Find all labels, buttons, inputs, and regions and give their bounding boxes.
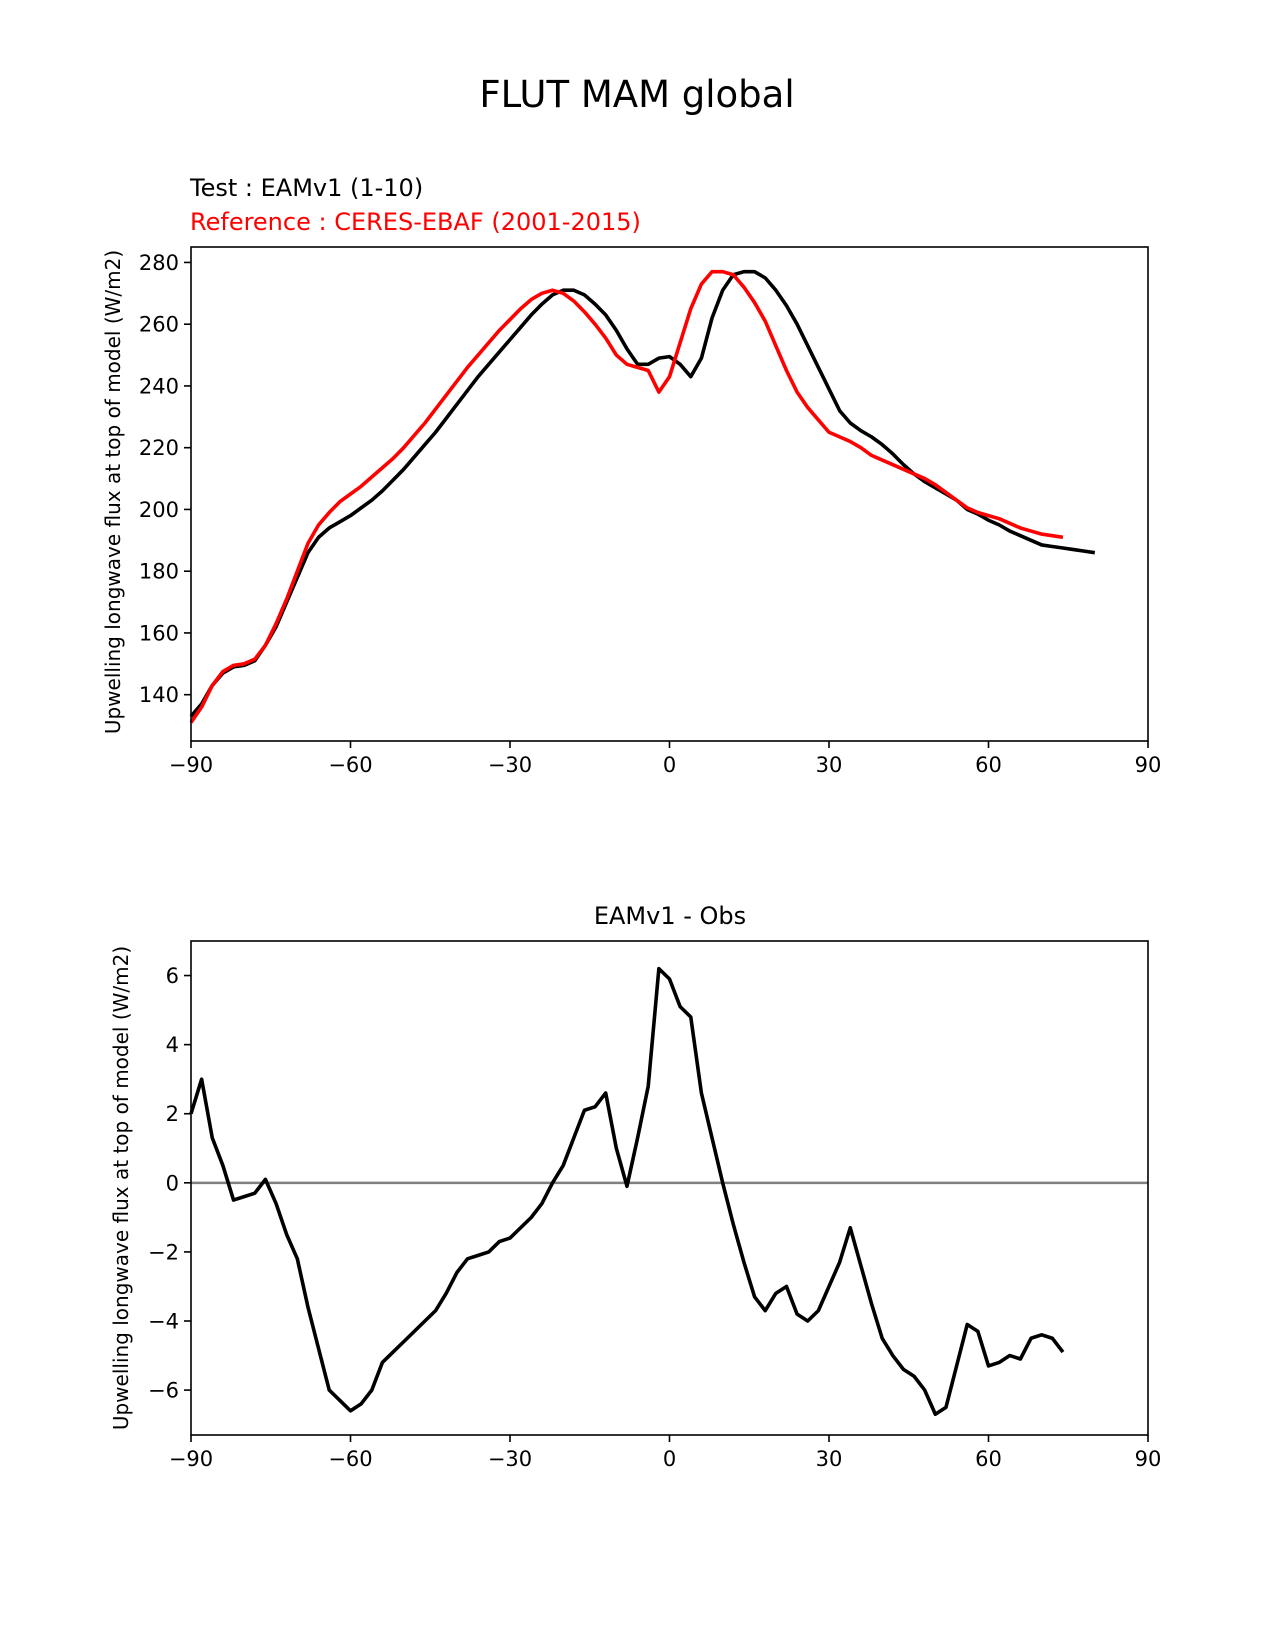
top-xtick-label: 60 — [975, 753, 1002, 777]
top-ytick-label: 180 — [139, 560, 179, 584]
bottom-xtick-label: 0 — [663, 1447, 676, 1471]
top-chart: Test : EAMv1 (1-10) Reference : CERES-EB… — [101, 174, 1161, 777]
difference-chart: EAMv1 - Obs Upwelling longwave flux at t… — [109, 902, 1161, 1471]
difference-title: EAMv1 - Obs — [594, 902, 746, 930]
top-ytick-label: 260 — [139, 313, 179, 337]
figure-title: FLUT MAM global — [479, 73, 794, 116]
bottom-xtick-label: −90 — [169, 1447, 213, 1471]
top-xtick-label: −60 — [328, 753, 372, 777]
bottom-ytick-label: 0 — [166, 1171, 179, 1195]
bottom-ytick-label: 4 — [166, 1033, 179, 1057]
top-ytick-label: 280 — [139, 251, 179, 275]
bottom-ytick-label: −4 — [148, 1310, 179, 1334]
bottom-xtick-label: 60 — [975, 1447, 1002, 1471]
bottom-xtick-label: 30 — [816, 1447, 843, 1471]
bottom-series-test-line — [189, 966, 1065, 1417]
top-xtick-label: 90 — [1135, 753, 1162, 777]
top-axes-frame — [190, 246, 1149, 742]
bottom-ytick-label: 6 — [166, 964, 179, 988]
reference-title: Reference : CERES-EBAF (2001-2015) — [190, 208, 641, 236]
top-xtick-label: 0 — [663, 753, 676, 777]
bottom-xtick-label: −30 — [488, 1447, 532, 1471]
bottom-ytick-label: −2 — [148, 1240, 179, 1264]
top-ylabel: Upwelling longwave flux at top of model … — [101, 250, 125, 734]
top-ytick-label: 160 — [139, 621, 179, 645]
bottom-xtick-label: 90 — [1135, 1447, 1162, 1471]
top-series-test-line — [189, 269, 1096, 718]
bottom-ylabel: Upwelling longwave flux at top of model … — [109, 946, 133, 1430]
top-ytick-label: 240 — [139, 374, 179, 398]
top-ytick-label: 220 — [139, 436, 179, 460]
top-ytick-label: 140 — [139, 683, 179, 707]
top-series-reference-line — [189, 269, 1064, 724]
bottom-ytick-label: 2 — [166, 1102, 179, 1126]
top-xtick-label: −90 — [169, 753, 213, 777]
bottom-xtick-label: −60 — [328, 1447, 372, 1471]
top-ytick-label: 200 — [139, 498, 179, 522]
bottom-ytick-label: −6 — [148, 1379, 179, 1403]
test-title: Test : EAMv1 (1-10) — [189, 174, 423, 202]
top-xtick-label: 30 — [816, 753, 843, 777]
top-xtick-label: −30 — [488, 753, 532, 777]
